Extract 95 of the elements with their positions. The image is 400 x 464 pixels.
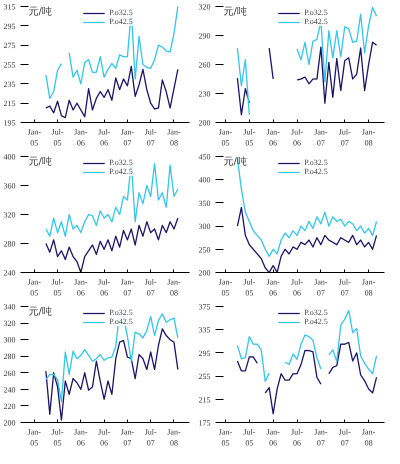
y-tick-label: 280 — [4, 240, 16, 248]
y-tick-label: 400 — [4, 152, 16, 162]
x-tick-label: Jan-06 — [74, 278, 88, 298]
x-tick-label: Jan-08 — [362, 278, 376, 298]
legend-label: P.o32.5 — [109, 8, 133, 17]
y-tick-label: 275 — [4, 41, 16, 50]
y-tick-label: 280 — [4, 352, 16, 362]
y-tick-label: 175 — [198, 418, 210, 428]
y-tick-label: 200 — [198, 268, 210, 278]
y-tick-label: 200 — [4, 418, 16, 428]
x-tick-label: Jul-06 — [98, 128, 110, 148]
y-tick-label: 260 — [4, 368, 16, 378]
x-tick-label: Jan-06 — [74, 128, 88, 148]
legend-label: P.o42.5 — [109, 17, 133, 26]
y-tick-label: 235 — [4, 80, 16, 89]
y-tick-label: 260 — [198, 60, 210, 70]
x-tick-label: Jan-06 — [74, 428, 88, 448]
y-tick-label: 240 — [4, 385, 16, 394]
legend-label: P.o42.5 — [304, 317, 328, 326]
legend-label: P.o32.5 — [304, 158, 328, 167]
y-tick-label: 230 — [198, 90, 210, 98]
x-tick-label: Jul-05 — [52, 278, 64, 298]
y-tick-label: 240 — [4, 268, 16, 278]
y-tick-label: 220 — [4, 402, 16, 411]
x-tick-label: Jan-07 — [120, 278, 134, 298]
x-tick-label: Jan-07 — [314, 278, 328, 298]
x-tick-label: Jan-08 — [167, 278, 181, 298]
x-tick-label: Jul-06 — [98, 278, 110, 298]
x-tick-label: Jul-07 — [338, 128, 352, 148]
x-tick-label: Jul-05 — [52, 128, 64, 148]
y-tick-label: 450 — [198, 152, 210, 162]
x-tick-label: Jul-07 — [144, 128, 158, 148]
y-tick-label: 360 — [4, 182, 16, 190]
x-tick-label: Jul-07 — [338, 428, 352, 448]
y-axis-title: 元/吨 — [223, 6, 247, 18]
y-tick-label: 200 — [198, 118, 210, 128]
y-tick-label: 315 — [4, 2, 16, 12]
legend-label: P.o42.5 — [109, 317, 133, 326]
x-tick-label: Jan-08 — [362, 128, 376, 148]
y-tick-label: 300 — [198, 222, 210, 232]
x-tick-label: Jan-07 — [120, 428, 134, 448]
y-tick-label: 295 — [198, 348, 210, 358]
y-tick-label: 350 — [198, 198, 210, 208]
y-tick-label: 215 — [4, 99, 16, 108]
y-tick-label: 340 — [4, 302, 16, 312]
x-tick-label: Jul-06 — [291, 278, 304, 298]
y-tick-label: 195 — [4, 118, 16, 128]
x-tick-label: Jul-05 — [243, 428, 256, 448]
x-tick-label: Jul-06 — [291, 128, 304, 148]
y-tick-label: 300 — [4, 336, 16, 345]
y-axis-title: 元/吨 — [28, 306, 52, 318]
x-tick-label: Jan-05 — [218, 278, 232, 298]
y-tick-label: 255 — [198, 372, 210, 382]
x-tick-label: Jul-05 — [243, 128, 256, 148]
x-tick-label: Jul-05 — [52, 428, 64, 448]
y-tick-label: 320 — [4, 319, 16, 328]
y-tick-label: 400 — [198, 176, 210, 185]
y-tick-label: 295 — [4, 22, 16, 31]
x-tick-label: Jul-06 — [291, 428, 304, 448]
legend-label: P.o32.5 — [304, 8, 328, 17]
y-tick-label: 335 — [198, 326, 210, 335]
x-tick-label: Jan-08 — [167, 128, 181, 148]
x-tick-label: Jan-07 — [314, 428, 328, 448]
x-tick-label: Jan-06 — [266, 278, 280, 298]
y-tick-label: 375 — [198, 302, 210, 312]
x-tick-label: Jul-07 — [144, 278, 158, 298]
y-axis-title: 元/吨 — [28, 6, 52, 18]
x-tick-label: Jul-06 — [98, 428, 110, 448]
x-tick-label: Jan-05 — [28, 128, 42, 148]
x-tick-label: Jan-06 — [266, 428, 280, 448]
legend-label: P.o42.5 — [304, 167, 328, 176]
x-tick-label: Jul-07 — [144, 428, 158, 448]
x-tick-label: Jan-05 — [28, 278, 42, 298]
x-tick-label: Jan-07 — [314, 128, 328, 148]
x-tick-label: Jul-05 — [243, 278, 256, 298]
legend-label: P.o32.5 — [304, 308, 328, 317]
legend-label: P.o42.5 — [109, 167, 133, 176]
x-tick-label: Jan-08 — [362, 428, 376, 448]
x-tick-label: Jan-05 — [218, 428, 232, 448]
y-tick-label: 320 — [198, 2, 210, 12]
y-tick-label: 215 — [198, 395, 210, 404]
x-tick-label: Jan-05 — [218, 128, 232, 148]
legend-label: P.o42.5 — [304, 17, 328, 26]
x-tick-label: Jan-06 — [266, 128, 280, 148]
y-tick-label: 320 — [4, 210, 16, 220]
y-axis-title: 元/吨 — [28, 156, 52, 168]
x-tick-label: Jan-07 — [120, 128, 134, 148]
y-tick-label: 255 — [4, 60, 16, 70]
legend-label: P.o32.5 — [109, 158, 133, 167]
x-tick-label: Jan-08 — [167, 428, 181, 448]
y-tick-label: 250 — [198, 245, 210, 254]
y-tick-label: 290 — [198, 32, 210, 40]
x-tick-label: Jan-05 — [28, 428, 42, 448]
legend-label: P.o32.5 — [109, 308, 133, 317]
x-tick-label: Jul-07 — [338, 278, 352, 298]
